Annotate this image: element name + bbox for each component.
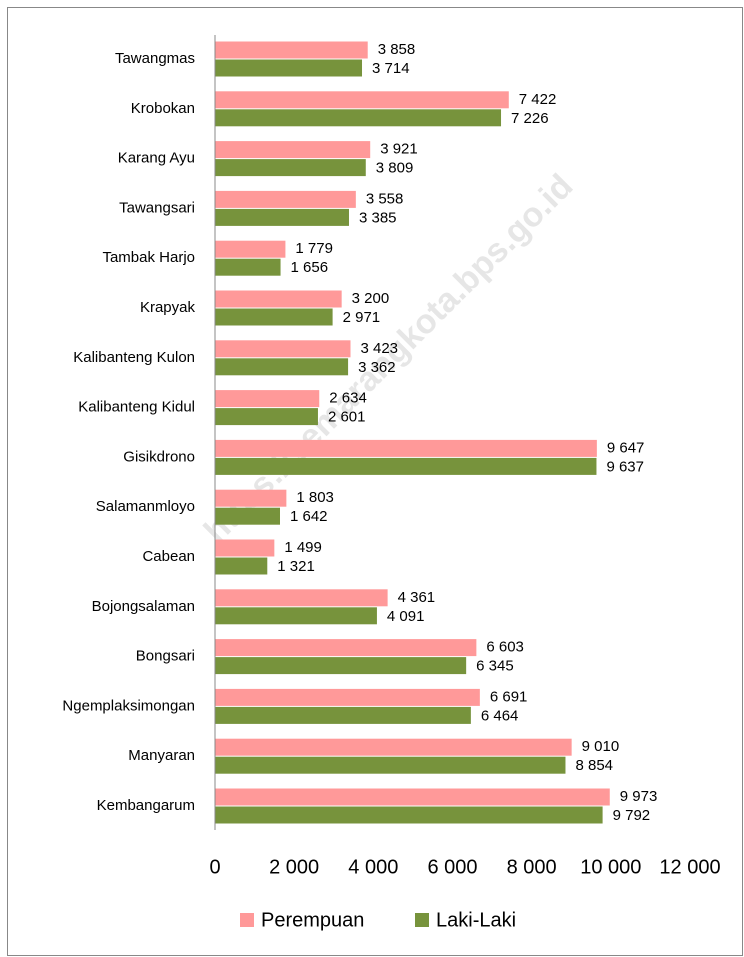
bar (215, 159, 366, 177)
legend-swatch (415, 913, 429, 927)
bar (215, 489, 287, 507)
y-tick-label: Tawangsari (119, 199, 195, 216)
bar (215, 109, 502, 127)
y-tick-label: Bojongsalaman (92, 598, 195, 615)
x-tick-label: 2 000 (269, 856, 319, 878)
y-tick-label: Kalibanteng Kidul (78, 399, 195, 416)
y-tick-label: Tambak Harjo (102, 249, 195, 266)
value-label: 6 464 (481, 707, 519, 724)
y-tick-label: Kembangarum (97, 797, 195, 814)
bar (215, 308, 333, 326)
y-tick-label: Ngemplaksimongan (62, 697, 195, 714)
x-tick-label: 10 000 (580, 856, 641, 878)
value-label: 9 637 (606, 458, 644, 475)
value-label: 2 971 (343, 309, 381, 326)
bar (215, 91, 509, 109)
bar (215, 439, 597, 457)
value-label: 4 091 (387, 608, 425, 625)
bar (215, 806, 603, 824)
bar (215, 607, 377, 625)
value-label: 6 603 (486, 639, 524, 656)
legend-label: Perempuan (261, 909, 364, 931)
bar (215, 738, 572, 756)
bar (215, 340, 351, 358)
value-label: 1 779 (295, 240, 333, 257)
value-label: 7 226 (511, 110, 549, 127)
value-label: 9 973 (620, 788, 658, 805)
bar (215, 539, 275, 557)
bar (215, 657, 467, 675)
legend-label: Laki-Laki (436, 909, 516, 931)
bar (215, 141, 371, 159)
x-tick-label: 8 000 (507, 856, 557, 878)
bar (215, 756, 566, 774)
bar (215, 258, 281, 276)
bar (215, 390, 320, 408)
value-label: 1 321 (277, 558, 315, 575)
value-label: 2 601 (328, 409, 366, 426)
bar (215, 557, 268, 575)
x-tick-label: 6 000 (427, 856, 477, 878)
value-label: 1 803 (296, 489, 334, 506)
value-label: 1 656 (291, 259, 329, 276)
value-label: 9 010 (582, 738, 620, 755)
y-tick-label: Bongsari (136, 648, 195, 665)
value-label: 9 792 (613, 807, 651, 824)
y-tick-label: Krapyak (140, 299, 196, 316)
bar (215, 507, 280, 525)
bar (215, 688, 480, 706)
bar (215, 639, 477, 657)
bar (215, 41, 368, 59)
value-label: 1 499 (284, 539, 322, 556)
y-tick-label: Manyaran (128, 747, 195, 764)
bar (215, 589, 388, 607)
bar (215, 408, 318, 426)
y-tick-label: Krobokan (131, 100, 195, 117)
value-label: 3 714 (372, 60, 410, 77)
value-label: 3 858 (378, 41, 416, 58)
value-label: 3 423 (360, 340, 398, 357)
bar (215, 240, 286, 258)
legend-swatch (240, 913, 254, 927)
value-label: 3 558 (366, 190, 404, 207)
bar (215, 706, 471, 724)
value-label: 8 854 (575, 757, 613, 774)
value-label: 6 345 (476, 658, 514, 675)
bar (215, 208, 349, 226)
value-label: 6 691 (490, 688, 528, 705)
y-tick-label: Cabean (142, 548, 195, 565)
bar (215, 457, 597, 475)
x-tick-label: 12 000 (659, 856, 720, 878)
y-tick-label: Kalibanteng Kulon (73, 349, 195, 366)
value-label: 3 385 (359, 209, 397, 226)
y-tick-label: Tawangmas (115, 50, 195, 67)
value-label: 4 361 (398, 589, 436, 606)
value-label: 7 422 (519, 91, 557, 108)
x-tick-label: 4 000 (348, 856, 398, 878)
bar (215, 788, 610, 806)
bar (215, 190, 356, 208)
chart-frame (7, 7, 743, 956)
value-label: 3 809 (376, 160, 414, 177)
y-tick-label: Salamanmloyo (96, 498, 195, 515)
value-label: 3 921 (380, 141, 418, 158)
value-label: 3 200 (352, 290, 390, 307)
x-tick-label: 0 (209, 856, 220, 878)
value-label: 1 642 (290, 508, 328, 525)
bar (215, 358, 349, 376)
value-label: 2 634 (329, 390, 367, 407)
y-tick-label: Karang Ayu (118, 150, 195, 167)
value-label: 3 362 (358, 359, 396, 376)
y-tick-label: Gisikdrono (123, 448, 195, 465)
bar (215, 290, 342, 308)
bar (215, 59, 363, 77)
value-label: 9 647 (607, 439, 645, 456)
